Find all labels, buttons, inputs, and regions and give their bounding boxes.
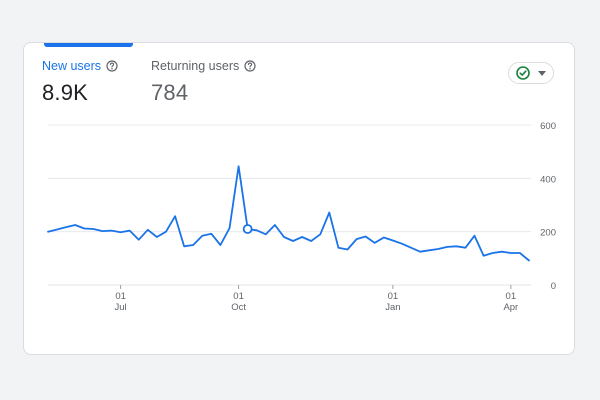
- y-tick-label: 200: [540, 228, 556, 239]
- x-tick-month-label: Apr: [503, 302, 518, 313]
- status-dropdown-chip[interactable]: [508, 62, 554, 84]
- y-tick-label: 400: [540, 174, 556, 185]
- x-tick-month-label: Jan: [385, 302, 400, 313]
- new-users-value: 8.9K: [42, 80, 89, 105]
- highlighted-data-point: [242, 224, 253, 234]
- x-tick-month-label: Jul: [115, 302, 127, 313]
- returning-users-label-row: Returning users: [151, 59, 256, 73]
- x-tick-month-label: Oct: [231, 302, 246, 313]
- help-circle-icon[interactable]: [106, 60, 118, 72]
- new-users-label-row: New users: [42, 59, 118, 73]
- new-users-label: New users: [42, 59, 102, 73]
- selected-tab-indicator: [44, 43, 133, 47]
- x-tick-day-label: 01: [388, 291, 399, 302]
- y-tick-label: 600: [540, 121, 556, 132]
- x-tick-day-label: 01: [233, 291, 244, 302]
- help-circle-icon[interactable]: [244, 60, 256, 72]
- metric-tab-returning-users[interactable]: Returning users 784: [151, 59, 256, 106]
- series-line-new-users: [47, 165, 530, 262]
- caret-down-icon: [538, 70, 546, 76]
- x-tick-day-label: 01: [115, 291, 126, 302]
- x-tick-day-label: 01: [506, 291, 517, 302]
- returning-users-label: Returning users: [151, 59, 240, 73]
- check-circle-icon: [516, 66, 530, 80]
- users-card: New users 8.9K Returning users 784: [23, 42, 575, 355]
- metric-tab-new-users[interactable]: New users 8.9K: [42, 59, 118, 106]
- returning-users-value: 784: [151, 80, 189, 105]
- y-tick-label: 0: [551, 281, 556, 292]
